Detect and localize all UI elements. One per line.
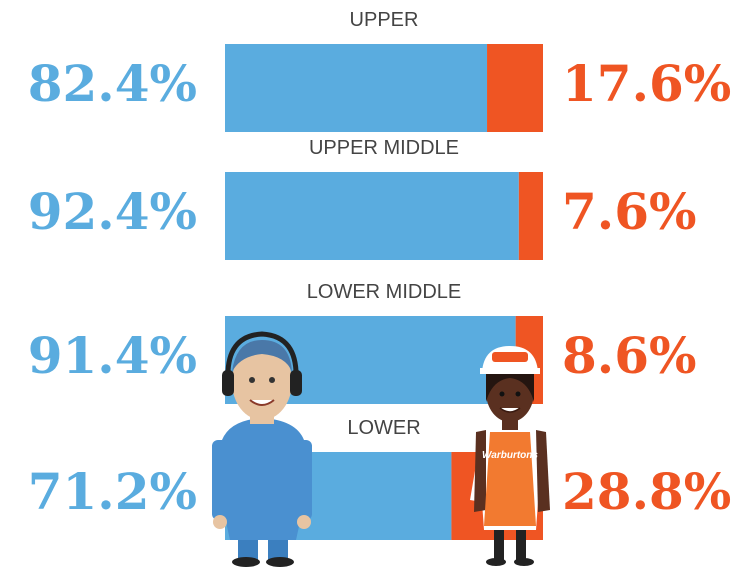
category-label: UPPER MIDDLE [309,137,459,159]
bar-segment [519,172,543,260]
value-label-left: 91.4% [28,326,197,385]
value-label-right: 17.6% [562,54,731,113]
value-label-right: 28.8% [562,462,731,521]
category-label: LOWER [347,417,420,439]
value-label-left: 82.4% [28,54,197,113]
chart: UPPER UPPER MIDDLE LOWER MIDDLE LOWER [0,0,756,567]
value-label-left: 92.4% [28,182,197,241]
bar-segment [225,172,519,260]
value-label-left: 71.2% [28,462,197,521]
bar-segment [487,44,543,132]
category-label: UPPER [350,9,419,31]
apron-logo: Warburtons [482,450,538,461]
category-label: LOWER MIDDLE [307,281,461,303]
bar-segment [225,44,487,132]
value-label-right: 7.6% [562,182,697,241]
value-label-right: 8.6% [562,326,697,385]
